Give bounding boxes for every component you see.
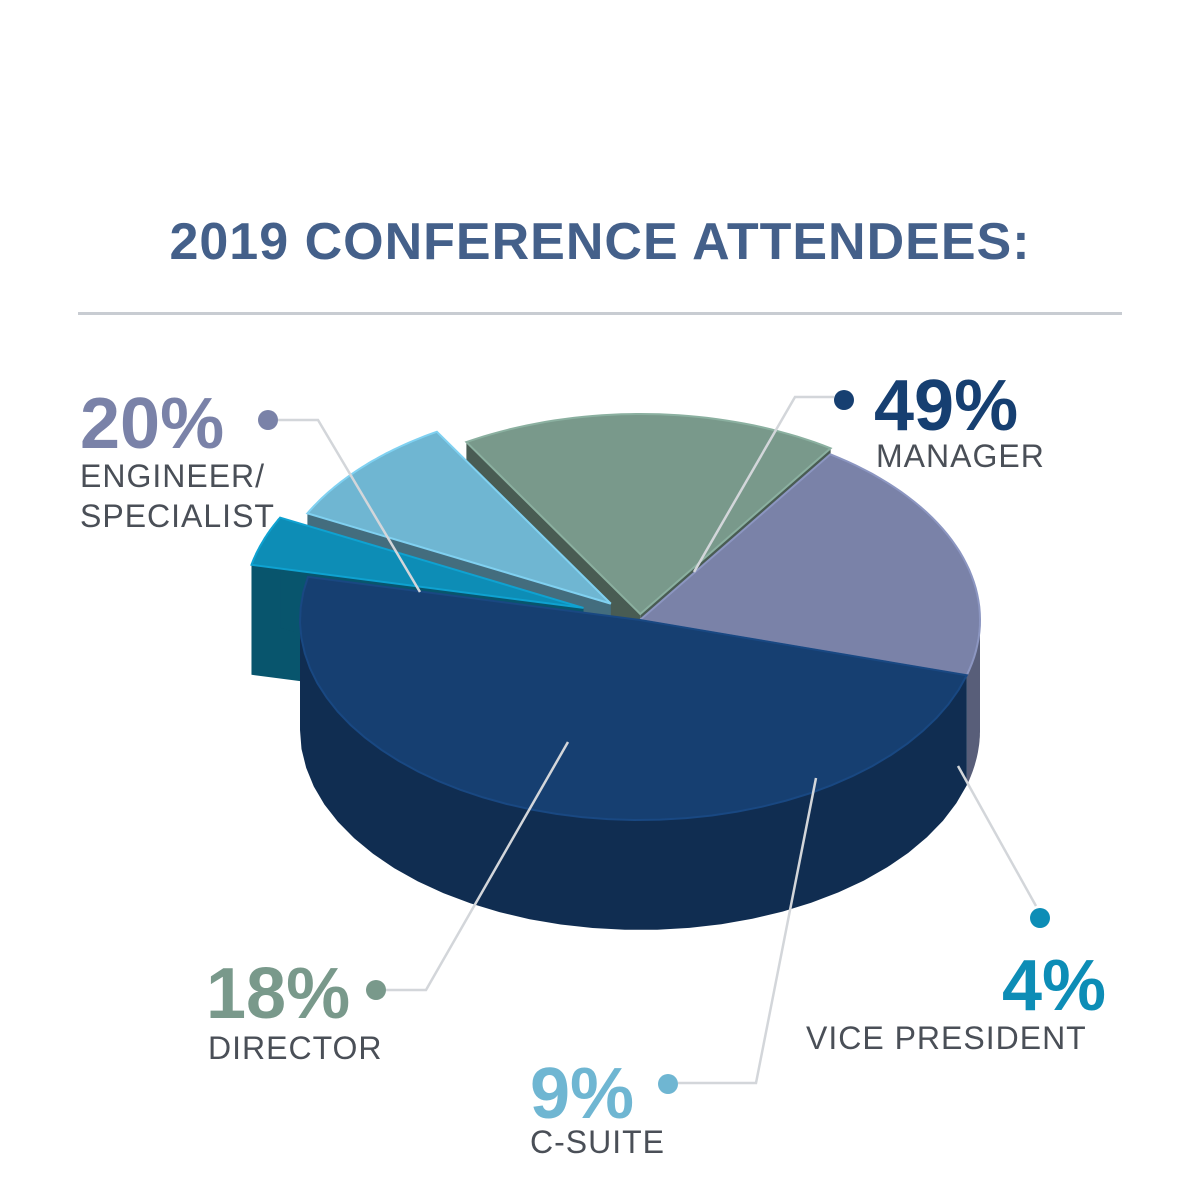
- csuite-percent: 9%: [530, 1054, 635, 1134]
- engineer-percent: 20%: [80, 384, 225, 464]
- engineer-slice-wall: [966, 620, 980, 786]
- title-divider: [78, 312, 1122, 315]
- manager-leader-line: [692, 395, 834, 573]
- engineer-leader-line: [278, 418, 422, 593]
- vp-callout-dot: [1030, 908, 1050, 928]
- chart-title: 2019 CONFERENCE ATTENDEES:: [169, 213, 1031, 271]
- manager-percent: 49%: [874, 366, 1019, 446]
- csuite-leader-line: [678, 777, 818, 1085]
- engineer-slice-top: [637, 453, 982, 677]
- vp-percent: 4%: [1002, 946, 1107, 1026]
- csuite-label: C-SUITE: [530, 1124, 665, 1160]
- director-callout-dot: [366, 980, 386, 1000]
- manager-slice-top: [298, 575, 969, 822]
- director-leader-line: [386, 741, 570, 992]
- engineer-label: ENGINEER/ SPECIALIST: [80, 458, 275, 534]
- csuite-callout-dot: [658, 1074, 678, 1094]
- manager-label: MANAGER: [876, 438, 1045, 474]
- director-percent: 18%: [206, 954, 351, 1034]
- director-slice-top: [464, 412, 833, 616]
- engineer-callout-dot: [258, 410, 278, 430]
- vp-label: VICE PRESIDENT: [806, 1020, 1087, 1056]
- vp-leader-line: [956, 765, 1038, 907]
- director-label: DIRECTOR: [208, 1030, 383, 1066]
- manager-callout-dot: [834, 390, 854, 410]
- csuite-slice-top: [305, 430, 612, 605]
- vp-slice-top: [250, 516, 584, 609]
- engineer-slice: [637, 453, 982, 786]
